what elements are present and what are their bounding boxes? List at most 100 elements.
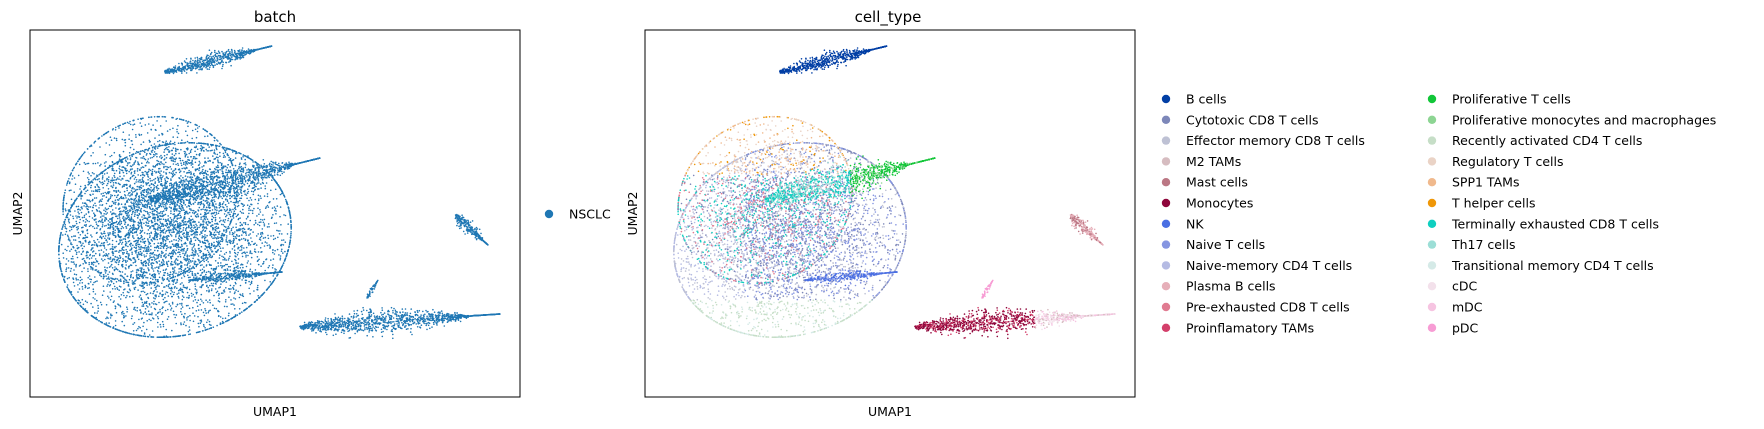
scatter-point <box>165 301 167 303</box>
scatter-point <box>166 263 168 265</box>
scatter-point <box>230 216 232 218</box>
scatter-point <box>187 275 189 277</box>
scatter-point <box>131 216 133 218</box>
scatter-point <box>160 236 162 238</box>
scatter-point <box>165 310 167 312</box>
scatter-point <box>120 250 122 252</box>
scatter-point <box>264 219 266 221</box>
scatter-point <box>112 246 114 248</box>
scatter-point <box>113 175 115 177</box>
scatter-point <box>204 227 206 229</box>
scatter-point <box>178 244 180 246</box>
scatter-point <box>237 215 239 217</box>
scatter-point <box>151 302 153 304</box>
scatter-point <box>158 181 160 183</box>
scatter-point <box>110 194 112 196</box>
scatter-point <box>248 209 250 211</box>
scatter-point <box>258 195 260 197</box>
scatter-point <box>82 227 84 229</box>
scatter-point <box>218 237 220 239</box>
scatter-point <box>208 206 210 208</box>
scatter-point <box>107 258 109 260</box>
scatter-point <box>84 162 86 164</box>
scatter-point <box>95 221 97 223</box>
scatter-point <box>212 155 214 157</box>
scatter-point <box>238 235 240 237</box>
scatter-point <box>232 248 234 250</box>
scatter-point <box>183 227 185 229</box>
scatter-point <box>162 306 164 308</box>
scatter-point <box>99 189 101 191</box>
scatter-point <box>165 162 167 164</box>
scatter-point <box>154 154 156 156</box>
scatter-point <box>184 264 186 266</box>
scatter-point <box>233 150 235 152</box>
scatter-point <box>130 275 132 277</box>
scatter-point <box>206 259 208 261</box>
scatter-point <box>129 333 131 335</box>
scatter-point <box>212 273 214 275</box>
scatter-point <box>144 175 146 177</box>
scatter-point <box>188 170 190 172</box>
panel-title-batch: batch <box>254 8 296 26</box>
scatter-point <box>159 309 161 311</box>
scatter-point <box>207 258 209 260</box>
scatter-point <box>204 238 206 240</box>
scatter-point <box>114 173 116 175</box>
scatter-point <box>186 236 188 238</box>
scatter-point <box>158 312 160 314</box>
scatter-point <box>148 220 150 222</box>
scatter-point <box>151 265 153 267</box>
scatter-point <box>95 258 97 260</box>
scatter-point <box>114 250 116 252</box>
scatter-point <box>231 318 233 320</box>
scatter-point <box>138 164 140 166</box>
scatter-point <box>144 256 146 258</box>
scatter-point <box>125 222 127 224</box>
scatter-point <box>216 156 218 158</box>
scatter-point <box>109 291 111 293</box>
scatter-point <box>269 281 271 283</box>
scatter-point <box>192 274 194 276</box>
scatter-point <box>158 318 160 320</box>
scatter-point <box>127 180 129 182</box>
scatter-point <box>204 234 206 236</box>
scatter-point <box>168 316 170 318</box>
scatter-point <box>120 298 122 300</box>
scatter-point <box>204 327 206 329</box>
scatter-point <box>103 278 105 280</box>
scatter-point <box>162 242 164 244</box>
scatter-point <box>276 230 278 232</box>
scatter-point <box>76 197 78 199</box>
scatter-point <box>235 298 237 300</box>
scatter-point <box>235 213 237 215</box>
scatter-point <box>161 213 163 215</box>
scatter-point <box>146 154 148 156</box>
scatter-point <box>215 268 217 270</box>
scatter-point <box>209 285 211 287</box>
scatter-point <box>125 315 127 317</box>
scatter-point <box>117 329 119 331</box>
scatter-point <box>151 239 153 241</box>
scatter-point <box>225 204 227 206</box>
scatter-point <box>132 323 134 325</box>
scatter-point <box>204 214 206 216</box>
scatter-point <box>76 253 78 255</box>
scatter-point <box>91 257 93 259</box>
scatter-point <box>154 231 156 233</box>
scatter-point <box>205 226 207 228</box>
scatter-point <box>107 167 109 169</box>
scatter-point <box>134 205 136 207</box>
scatter-point <box>69 230 71 232</box>
scatter-point <box>90 185 92 187</box>
scatter-point <box>215 146 217 148</box>
scatter-point <box>64 224 66 226</box>
scatter-point <box>100 216 102 218</box>
scatter-point <box>157 242 159 244</box>
scatter-point <box>218 233 220 235</box>
scatter-point <box>112 259 114 261</box>
scatter-point <box>238 194 240 196</box>
scatter-point <box>136 231 138 233</box>
scatter-point <box>101 201 103 203</box>
scatter-point <box>261 251 263 253</box>
